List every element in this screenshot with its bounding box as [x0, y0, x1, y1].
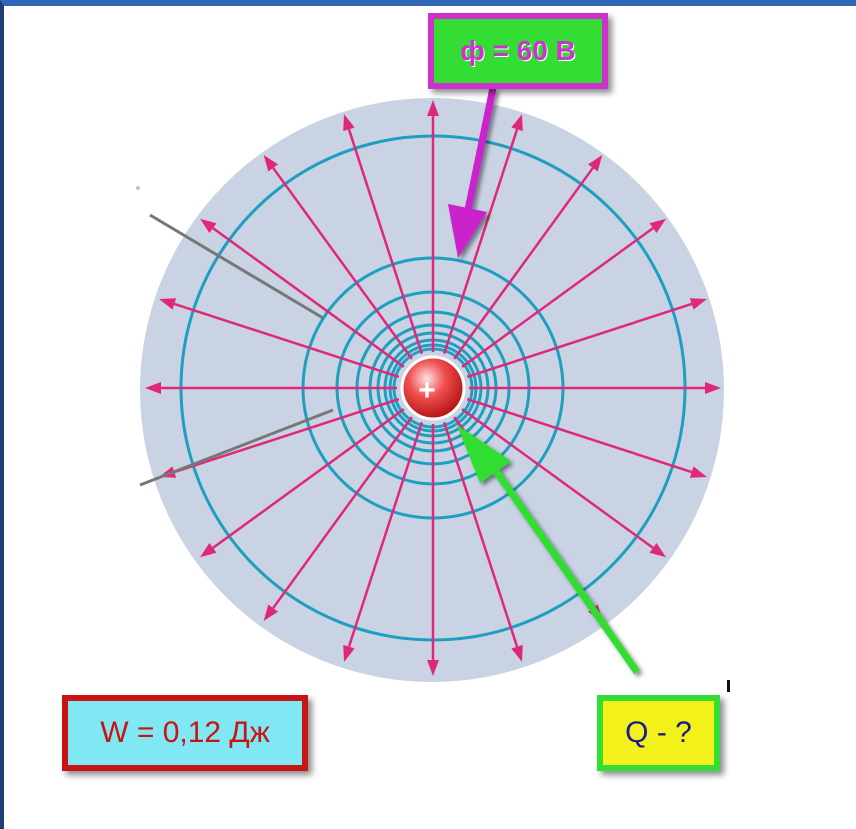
- field-line: [343, 114, 424, 355]
- field-line: [200, 408, 405, 558]
- field-line: [200, 218, 405, 368]
- charge-label: Q - ?: [625, 716, 692, 749]
- field-line: [263, 155, 413, 360]
- field-line: [427, 100, 439, 352]
- field-arrowhead: [343, 114, 355, 132]
- field-line: [466, 298, 707, 379]
- field-line: [442, 114, 523, 355]
- field-line: [466, 397, 707, 478]
- field-arrowhead: [159, 298, 177, 310]
- field-arrowhead: [263, 604, 278, 621]
- charge-label-box: Q - ?: [597, 695, 720, 771]
- field-line: [461, 408, 666, 558]
- field-line: [263, 416, 413, 621]
- field-arrowhead: [649, 218, 666, 233]
- potential-label: ф = 60 В: [460, 35, 576, 66]
- field-arrowhead: [200, 218, 217, 233]
- pointer-line-upper: [149, 213, 324, 320]
- field-line: [453, 155, 603, 360]
- field-arrowhead: [689, 466, 707, 478]
- field-arrowhead: [511, 644, 523, 662]
- charge-arrow: [457, 425, 640, 675]
- pointer-line-lower: [139, 408, 334, 487]
- field-line: [343, 421, 424, 662]
- energy-label: W = 0,12 Дж: [100, 716, 270, 749]
- point-charge: [400, 355, 466, 421]
- field-arrowhead: [588, 155, 603, 172]
- field-arrowhead: [263, 155, 278, 172]
- artifact-tick: [727, 680, 730, 692]
- field-line: [442, 421, 523, 662]
- potential-label-box: ф = 60 В: [428, 13, 608, 89]
- field-line: [427, 424, 439, 676]
- field-lines: [145, 100, 721, 676]
- field-line: [145, 382, 397, 394]
- energy-label-box: W = 0,12 Дж: [62, 695, 308, 771]
- field-arrowhead: [200, 543, 217, 558]
- field-arrowhead: [511, 114, 523, 132]
- field-arrowhead: [689, 298, 707, 310]
- field-arrowhead: [649, 543, 666, 558]
- artifact-dot: [136, 186, 140, 190]
- charge-sign: +: [418, 374, 436, 407]
- field-line: [461, 218, 666, 368]
- field-line: [159, 298, 400, 379]
- field-arrowhead: [343, 644, 355, 662]
- field-arrowhead: [427, 100, 439, 116]
- field-arrowhead: [427, 660, 439, 676]
- field-arrowhead: [145, 382, 161, 394]
- field-line: [469, 382, 721, 394]
- potential-arrow: [448, 87, 497, 258]
- field-arrowhead: [705, 382, 721, 394]
